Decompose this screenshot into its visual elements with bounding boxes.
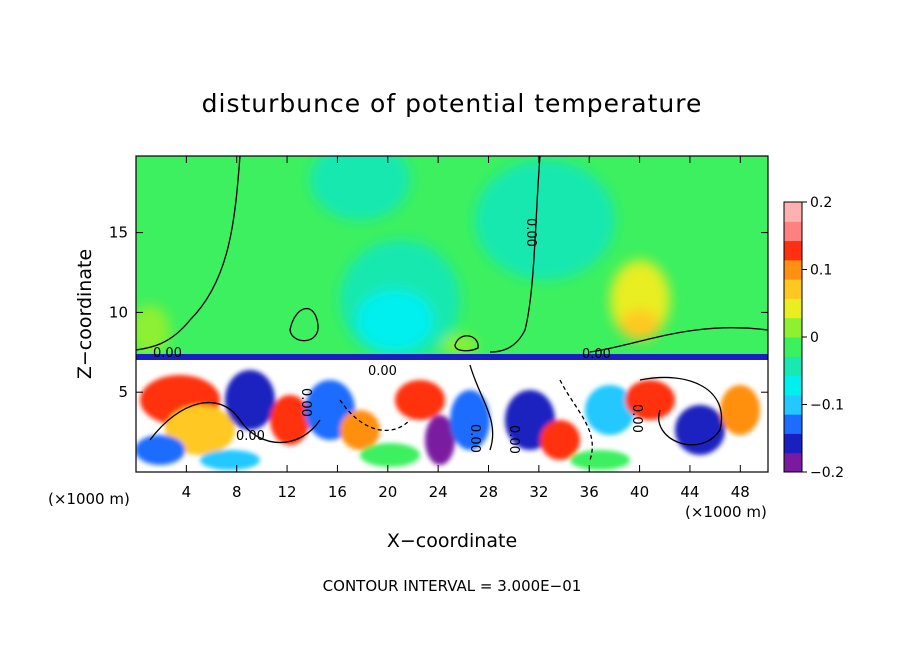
- contour-closed-1: [289, 307, 319, 342]
- contour-lower-4: [559, 379, 593, 461]
- x-tick-label: 8: [232, 483, 242, 501]
- y-tick-label: 15: [109, 224, 128, 242]
- contour-label: 0.00: [298, 388, 313, 417]
- x-tick-label: 28: [479, 483, 498, 501]
- colorbar-segment: [784, 240, 802, 261]
- colorbar-segment: [784, 221, 802, 242]
- plot-frame: [135, 155, 769, 473]
- colorbar-tick-label: 0.1: [810, 263, 832, 279]
- colorbar-segment: [784, 394, 802, 415]
- contour-lower-2: [469, 364, 494, 451]
- colorbar-tick-label: 0.2: [810, 195, 832, 211]
- colorbar-segment: [784, 375, 802, 396]
- contour-interval-note: CONTOUR INTERVAL = 3.000E−01: [323, 577, 582, 595]
- x-axis-label: X−coordinate: [387, 530, 517, 552]
- colorbar-segment: [784, 452, 802, 473]
- x-tick-label: 32: [529, 483, 548, 501]
- colorbar-tick-label: −0.1: [810, 398, 844, 414]
- colorbar-segment: [784, 298, 802, 319]
- colorbar: 0.2 0.1 0 −0.1 −0.2: [783, 195, 844, 481]
- x-tick-label: 48: [731, 483, 750, 501]
- x-tick-label: 16: [328, 483, 347, 501]
- colorbar-segment: [784, 317, 802, 338]
- contour-label: 0.00: [368, 364, 397, 379]
- colorbar-tick-label: 0: [810, 330, 819, 346]
- chart-title: disturbunce of potential temperature: [202, 89, 703, 118]
- contour-label: 0.00: [506, 425, 521, 454]
- contour-label: 0.00: [523, 218, 538, 247]
- x-tick-label: 36: [580, 483, 599, 501]
- colorbar-segment: [784, 414, 802, 434]
- contour-closed-2: [454, 335, 479, 352]
- colorbar-segment: [784, 202, 802, 222]
- interface-band: [136, 354, 768, 360]
- contour-lower-5: [339, 399, 411, 431]
- contour-label: 0.00: [236, 429, 265, 444]
- contour-label: 0.00: [153, 346, 182, 361]
- colorbar-segment: [784, 356, 802, 377]
- x-unit-label-right: (×1000 m): [685, 503, 767, 521]
- contour-lower-1: [149, 401, 321, 443]
- x-tick-label: 44: [680, 483, 699, 501]
- contour-label: 0.00: [467, 424, 482, 453]
- y-tick-label: 10: [109, 303, 128, 321]
- colorbar-tick-label: −0.2: [810, 465, 844, 481]
- x-tick-label: 20: [378, 483, 397, 501]
- contour-label: 0.00: [629, 404, 644, 433]
- upper-layer-blobs: [136, 156, 670, 360]
- contour-lower-3: [639, 376, 723, 446]
- x-tick-label: 12: [278, 483, 297, 501]
- y-tick-label: 5: [118, 383, 128, 401]
- y-axis: 5 10 15: [109, 224, 768, 401]
- contour-label-group: 0.00 0.00 0.00 0.00 0.00 0.00 0.00 0.00 …: [153, 218, 644, 454]
- x-unit-label-left: (×1000 m): [48, 490, 130, 508]
- x-axis: 4 8 12 16 20 24 28 32 36 40 44 48: [182, 156, 750, 501]
- x-tick-label: 40: [630, 483, 649, 501]
- contour-zero-left: [136, 156, 241, 351]
- colorbar-segment: [784, 337, 802, 357]
- colorbar-segment: [784, 259, 802, 280]
- colorbar-segment: [784, 279, 802, 299]
- y-axis-label: Z−coordinate: [74, 249, 96, 379]
- lower-layer-blobs: [136, 370, 760, 470]
- x-tick-label: 4: [182, 483, 192, 501]
- contour-zero-right: [589, 327, 768, 353]
- contour-zero-middle: [489, 156, 541, 353]
- contour-label: 0.00: [582, 347, 611, 362]
- colorbar-segment: [784, 433, 802, 454]
- plot-area: 0.00 0.00 0.00 0.00 0.00 0.00 0.00 0.00 …: [136, 156, 768, 472]
- x-tick-label: 24: [429, 483, 448, 501]
- contour-lines: [136, 156, 768, 461]
